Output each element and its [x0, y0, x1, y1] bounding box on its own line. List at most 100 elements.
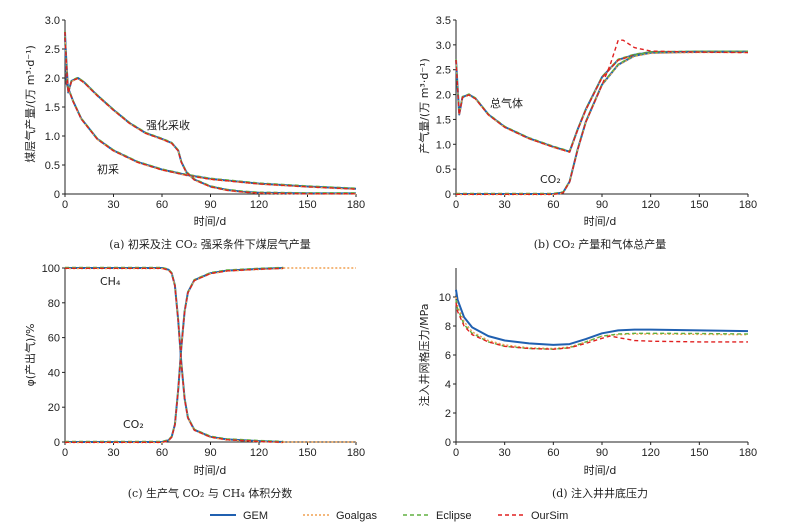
y-tick-label: 2.0	[45, 73, 60, 85]
x-tick-label: 120	[641, 199, 659, 211]
y-tick-label: 1.5	[45, 102, 60, 114]
y-tick-label: 20	[48, 402, 60, 414]
x-tick-label: 120	[250, 447, 268, 459]
panel-c-caption: (c) 生产气 CO₂ 与 CH₄ 体积分数	[128, 486, 293, 500]
y-tick-label: 6	[445, 350, 451, 362]
series-line-gem	[65, 267, 284, 443]
y-tick-label: 3.5	[436, 15, 451, 27]
x-tick-label: 30	[499, 199, 511, 211]
series-line-eclipse	[65, 266, 284, 443]
y-tick-label: 0.5	[436, 164, 451, 176]
legend: GEM Goalgas Eclipse OurSim	[210, 510, 568, 522]
y-tick-label: 2.0	[436, 90, 451, 102]
x-tick-label: 90	[204, 447, 216, 459]
series-line-eclipse	[455, 299, 749, 350]
panel-a-caption: (a) 初采及注 CO₂ 强采条件下煤层气产量	[109, 237, 310, 251]
y-tick-label: 3.0	[45, 15, 60, 27]
legend-label-oursim: OurSim	[531, 510, 568, 522]
y-tick-label: 0.5	[45, 160, 60, 172]
y-tick-label: 3.0	[436, 40, 451, 52]
panel-b-annotation-co2: CO₂	[540, 173, 561, 186]
panel-c-annotation-co2: CO₂	[123, 418, 144, 431]
panel-b-annotation-total: 总气体	[490, 96, 523, 110]
panel-c-annotation-ch4: CH₄	[100, 275, 121, 288]
y-tick-label: 0	[54, 437, 60, 449]
panel-a-xlabel: 时间/d	[194, 215, 227, 228]
x-tick-label: 30	[107, 199, 119, 211]
series-line-gem	[455, 289, 749, 346]
y-tick-label: 1.5	[436, 114, 451, 126]
y-tick-label: 2.5	[45, 44, 60, 56]
y-tick-label: 80	[48, 298, 60, 310]
x-tick-label: 0	[453, 447, 459, 459]
x-tick-label: 90	[596, 199, 608, 211]
series-line-eclipse	[65, 266, 284, 443]
y-tick-label: 0	[445, 437, 451, 449]
x-tick-label: 180	[739, 447, 757, 459]
panel-a-ylabel: 煤层气产量/(万 m³·d⁻¹)	[23, 45, 37, 163]
series-line-oursim	[65, 267, 284, 443]
x-tick-label: 150	[690, 447, 708, 459]
series-line-gem	[65, 267, 284, 443]
series-line-eclipse	[455, 50, 748, 152]
x-tick-label: 60	[547, 199, 559, 211]
panel-c-xlabel: 时间/d	[194, 464, 227, 477]
panel-b-chart: 产气量/(万 m³·d⁻¹) 时间/d (b) CO₂ 产量和气体总产量 总气体…	[417, 15, 757, 251]
panel-c-chart: φ(产出气)/% 时间/d (c) 生产气 CO₂ 与 CH₄ 体积分数 CH₄…	[23, 263, 365, 500]
panel-a-annotation-enhanced: 强化采收	[146, 118, 190, 132]
y-tick-label: 10	[439, 292, 451, 304]
y-tick-label: 0	[445, 189, 451, 201]
panel-a-chart: 煤层气产量/(万 m³·d⁻¹) 时间/d (a) 初采及注 CO₂ 强采条件下…	[23, 15, 365, 251]
x-tick-label: 90	[204, 199, 216, 211]
x-tick-label: 30	[499, 447, 511, 459]
panel-d-ylabel: 注入井网格压力/MPa	[417, 303, 431, 406]
x-tick-label: 60	[156, 199, 168, 211]
series-line-oursim	[64, 37, 356, 195]
y-tick-label: 4	[445, 379, 451, 391]
series-line-eclipse	[64, 36, 356, 194]
series-line-goalgas	[455, 296, 749, 350]
y-tick-label: 8	[445, 321, 451, 333]
y-tick-label: 0	[54, 189, 60, 201]
series-line-oursim	[455, 302, 748, 350]
y-tick-label: 60	[48, 333, 60, 345]
panel-d-caption: (d) 注入井井底压力	[552, 486, 648, 500]
x-tick-label: 0	[453, 199, 459, 211]
y-tick-label: 1.0	[436, 139, 451, 151]
panel-d-xlabel: 时间/d	[584, 464, 617, 477]
panel-d-chart: 注入井网格压力/MPa 时间/d (d) 注入井井底压力 0 30 60 90 120 1…	[417, 268, 757, 500]
panel-b-xlabel: 时间/d	[584, 215, 617, 228]
x-tick-label: 150	[690, 199, 708, 211]
y-tick-label: 2	[445, 408, 451, 420]
series-line-oursim	[65, 267, 284, 443]
legend-label-eclipse: Eclipse	[436, 510, 471, 522]
x-tick-label: 60	[547, 447, 559, 459]
panel-b-caption: (b) CO₂ 产量和气体总产量	[534, 237, 666, 251]
x-tick-label: 60	[156, 447, 168, 459]
series-line-goalgas	[65, 267, 284, 444]
x-tick-label: 180	[739, 199, 757, 211]
legend-label-goalgas: Goalgas	[336, 510, 377, 522]
panel-c-ylabel: φ(产出气)/%	[23, 324, 37, 387]
y-tick-label: 2.5	[436, 65, 451, 77]
series-line-oursim	[64, 31, 357, 190]
x-tick-label: 150	[298, 199, 316, 211]
y-tick-label: 1.0	[45, 131, 60, 143]
y-tick-label: 100	[42, 263, 60, 275]
series-line-eclipse	[456, 50, 748, 195]
x-tick-label: 120	[641, 447, 659, 459]
x-tick-label: 90	[596, 447, 608, 459]
legend-label-gem: GEM	[243, 510, 268, 522]
x-tick-label: 0	[62, 447, 68, 459]
x-tick-label: 180	[347, 447, 365, 459]
series-line-eclipse	[64, 30, 357, 189]
y-tick-label: 40	[48, 367, 60, 379]
x-tick-label: 150	[298, 447, 316, 459]
panel-b-ylabel: 产气量/(万 m³·d⁻¹)	[417, 58, 431, 154]
x-tick-label: 180	[347, 199, 365, 211]
panel-a-annotation-primary: 初采	[97, 162, 119, 176]
x-tick-label: 30	[107, 447, 119, 459]
series-line-oursim	[456, 39, 749, 196]
series-line-goalgas	[65, 267, 284, 444]
x-tick-label: 120	[250, 199, 268, 211]
